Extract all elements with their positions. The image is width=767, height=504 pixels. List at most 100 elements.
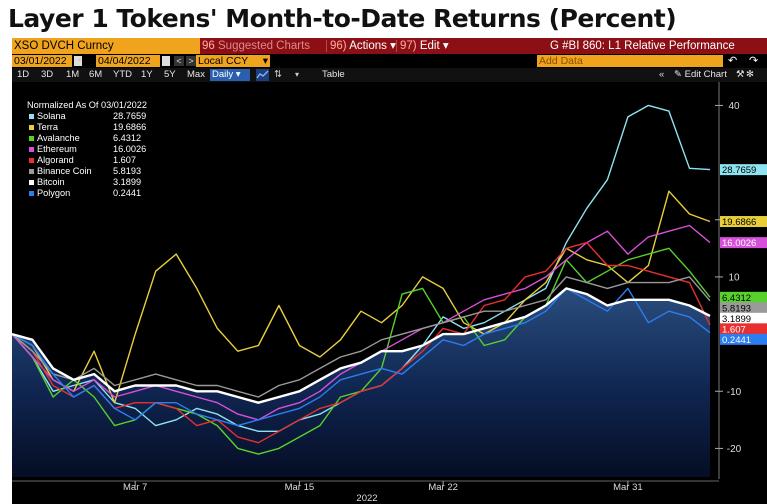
- legend-series-name: Solana: [37, 111, 66, 121]
- edit-chart-button[interactable]: ✎ Edit Chart: [674, 68, 727, 82]
- last-value-badge-solana: [720, 164, 767, 176]
- last-value-label-ethereum: 16.0026: [722, 238, 756, 249]
- last-value-badge-binance-coin: [720, 302, 767, 314]
- last-value-badge-bitcoin: [720, 312, 767, 324]
- calendar-icon[interactable]: [74, 56, 82, 66]
- legend-series-value: 28.7659: [113, 111, 147, 121]
- legend-series-name: Bitcoin: [37, 177, 65, 187]
- legend-series-value: 0.2441: [113, 188, 142, 198]
- series-line-polygon: [12, 287, 711, 427]
- legend-series-value: 5.8193: [113, 166, 142, 176]
- table-button[interactable]: Table: [322, 69, 345, 80]
- last-value-badge-ethereum: [720, 237, 767, 249]
- date-separator: -: [75, 55, 82, 66]
- legend-entry-binance-coin[interactable]: Binance Coin 5.8193: [27, 166, 171, 177]
- series-line-binance-coin: [12, 276, 711, 398]
- x-tick-label: Mar 31: [613, 482, 643, 493]
- legend-series-name: Algorand: [37, 155, 74, 165]
- legend-swatch: [29, 136, 34, 141]
- last-value-label-bitcoin: 3.1899: [722, 314, 751, 325]
- legend-series-name: Terra: [37, 122, 58, 132]
- last-value-label-terra: 19.6866: [722, 217, 756, 228]
- legend-series-name: Binance Coin: [37, 166, 92, 176]
- edit-number: 97): [400, 40, 417, 52]
- range-1m-button[interactable]: 1M: [66, 69, 80, 80]
- next-period-button[interactable]: >: [186, 56, 196, 66]
- legend-series-value: 19.6866: [113, 122, 147, 132]
- chart-legend: Normalized As Of 03/01/2022 Solana 28.765…: [25, 97, 173, 205]
- last-value-badge-avalanche: [720, 291, 767, 303]
- add-data-input[interactable]: Add Data: [537, 55, 723, 67]
- last-value-labels-layer: 28.765919.686616.00266.43125.81933.18991…: [720, 164, 767, 346]
- legend-series-value: 1.607: [113, 155, 136, 165]
- previous-period-button[interactable]: <: [174, 56, 184, 66]
- series-line-bitcoin: [12, 287, 711, 404]
- legend-series-value: 6.4312: [113, 133, 142, 143]
- range-3d-button[interactable]: 3D: [41, 69, 54, 80]
- divider: [326, 40, 327, 52]
- sort-arrows-icon[interactable]: ⇅: [274, 69, 282, 80]
- series-line-algorand: [12, 241, 711, 444]
- legend-swatch: [29, 180, 34, 185]
- collapse-icon[interactable]: «: [659, 69, 665, 80]
- actions-menu[interactable]: 96) Actions ▾: [330, 38, 396, 54]
- last-value-label-solana: 28.7659: [722, 165, 756, 176]
- legend-entry-terra[interactable]: Terra 19.6866: [27, 122, 171, 133]
- legend-entry-bitcoin[interactable]: Bitcoin 3.1899: [27, 177, 171, 188]
- area-fill-layer: [12, 288, 710, 477]
- range-1d-button[interactable]: 1D: [17, 69, 30, 80]
- range-6m-button[interactable]: 6M: [89, 69, 103, 80]
- suggested-charts-label: Suggested Charts: [218, 40, 311, 52]
- edit-label: Edit: [419, 40, 440, 52]
- range-5y-button[interactable]: 5Y: [164, 69, 176, 80]
- dropdown-arrow-icon[interactable]: ▾: [295, 70, 300, 79]
- line-chart-icon[interactable]: [256, 69, 269, 81]
- legend-series-value: 16.0026: [113, 144, 147, 154]
- legend-entry-ethereum[interactable]: Ethereum 16.0026: [27, 144, 171, 155]
- legend-swatch: [29, 191, 34, 196]
- legend-swatch: [29, 114, 34, 119]
- currency-select[interactable]: Local CCY ▾: [196, 55, 270, 67]
- security-field[interactable]: XSO DVCH Curncy: [12, 38, 200, 54]
- wrench-icon[interactable]: ⚒: [736, 69, 745, 80]
- edit-chart-label: Edit Chart: [684, 69, 727, 80]
- y-tick-label: 10: [728, 272, 740, 283]
- range-1y-button[interactable]: 1Y: [141, 69, 153, 80]
- last-value-badge-algorand: [720, 323, 767, 335]
- suggested-charts-menu[interactable]: 96 Suggested Charts: [202, 38, 310, 54]
- last-value-badge-terra: [720, 216, 767, 228]
- frequency-select[interactable]: Daily ▾: [210, 69, 250, 81]
- frequency-value: Daily: [212, 69, 234, 80]
- pencil-icon: ✎: [674, 69, 682, 80]
- range-ytd-button[interactable]: YTD: [113, 69, 132, 80]
- title-bar: XSO DVCH Curncy 96 Suggested Charts 96) …: [12, 38, 767, 54]
- range-max-button[interactable]: Max: [187, 69, 205, 80]
- undo-icon[interactable]: ↶: [728, 55, 738, 67]
- bitcoin-area-fill: [12, 288, 710, 477]
- redo-icon[interactable]: ↷: [749, 55, 759, 67]
- gear-icon[interactable]: ✻: [746, 69, 754, 80]
- legend-swatch: [29, 125, 34, 130]
- date-bar: 03/01/2022 - 04/04/2022 < > Local CCY ▾ …: [12, 54, 767, 68]
- chart-headline: Layer 1 Tokens' Month-to-Date Returns (P…: [8, 4, 677, 33]
- legend-entry-solana[interactable]: Solana 28.7659: [27, 111, 171, 122]
- last-value-label-algorand: 1.607: [722, 324, 746, 335]
- function-title: G #BI 860: L1 Relative Performance: [550, 40, 735, 52]
- legend-entry-polygon[interactable]: Polygon 0.2441: [27, 188, 171, 199]
- currency-value: Local CCY: [198, 55, 249, 67]
- edit-menu[interactable]: 97) Edit ▾: [400, 38, 449, 54]
- y-tick-label: -10: [727, 387, 742, 398]
- legend-entry-algorand[interactable]: Algorand 1.607: [27, 155, 171, 166]
- legend-entry-avalanche[interactable]: Avalanche 6.4312: [27, 133, 171, 144]
- divider: [396, 40, 397, 52]
- actions-label: Actions: [349, 40, 387, 52]
- end-date-field[interactable]: 04/04/2022: [96, 55, 160, 67]
- start-date-field[interactable]: 03/01/2022: [12, 55, 72, 67]
- range-bar: 1D 3D 1M 6M YTD 1Y 5Y Max Daily ▾ ⇅ ▾ Ta…: [12, 68, 767, 82]
- x-tick-label: Mar 22: [428, 482, 458, 493]
- legend-swatch: [29, 158, 34, 163]
- calendar-icon[interactable]: [162, 56, 170, 66]
- last-value-label-binance-coin: 5.8193: [722, 303, 751, 314]
- last-value-label-avalanche: 6.4312: [722, 293, 751, 304]
